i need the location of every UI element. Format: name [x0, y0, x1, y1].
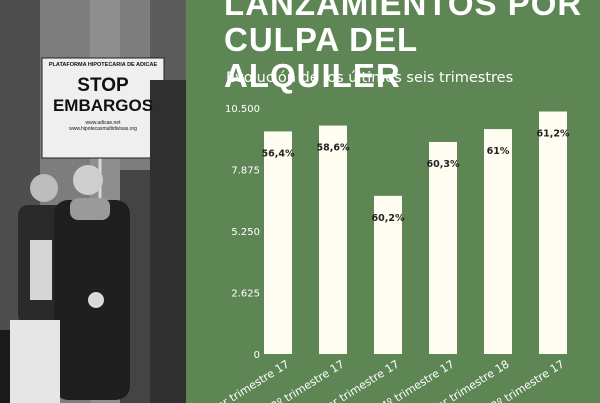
data-label: 58,6%: [317, 143, 350, 154]
chart-subtitle: Evolución de los últimos seis trimestres: [226, 70, 514, 86]
bar: [374, 195, 402, 354]
bar: [539, 111, 567, 354]
protest-photo: PLATAFORMA HIPOTECARIA DE ADICAE STOP EM…: [0, 0, 186, 403]
data-label: 61,2%: [537, 129, 570, 140]
bar: [264, 131, 292, 354]
chart-title: LANZAMIENTOS POR CULPA DEL ALQUILER: [224, 0, 600, 94]
title-line-1: LANZAMIENTOS POR: [224, 0, 583, 22]
data-label: 60,2%: [372, 213, 405, 224]
bar: [319, 125, 347, 354]
bar-chart: 0 2.625 5.250 7.875 10.500 56,4% 58,6% 60,2% 60…: [209, 104, 570, 403]
sign-web-hipotecas: www.hipotecasmultidivisas.org: [69, 126, 137, 132]
sign-stop: STOP: [77, 75, 129, 96]
title-line-2: CULPA DEL ALQUILER: [224, 21, 418, 94]
data-label: 61%: [487, 146, 510, 157]
bar: [484, 129, 512, 354]
y-tick-label: 5.250: [231, 227, 260, 238]
y-tick-label: 10.500: [225, 104, 260, 115]
data-label: 56,4%: [262, 148, 295, 159]
sign-embargos: EMBARGOS: [52, 96, 154, 115]
y-tick-label: 7.875: [231, 166, 260, 177]
y-tick-label: 0: [254, 350, 260, 361]
protest-sign: PLATAFORMA HIPOTECARIA DE ADICAE STOP EM…: [44, 62, 162, 132]
sign-organization: PLATAFORMA HIPOTECARIA DE ADICAE: [48, 62, 158, 68]
data-label: 60,3%: [427, 159, 460, 170]
y-tick-label: 2.625: [231, 289, 260, 300]
sign-web-adicae: www.adicae.net: [85, 120, 121, 126]
bar: [429, 141, 457, 354]
